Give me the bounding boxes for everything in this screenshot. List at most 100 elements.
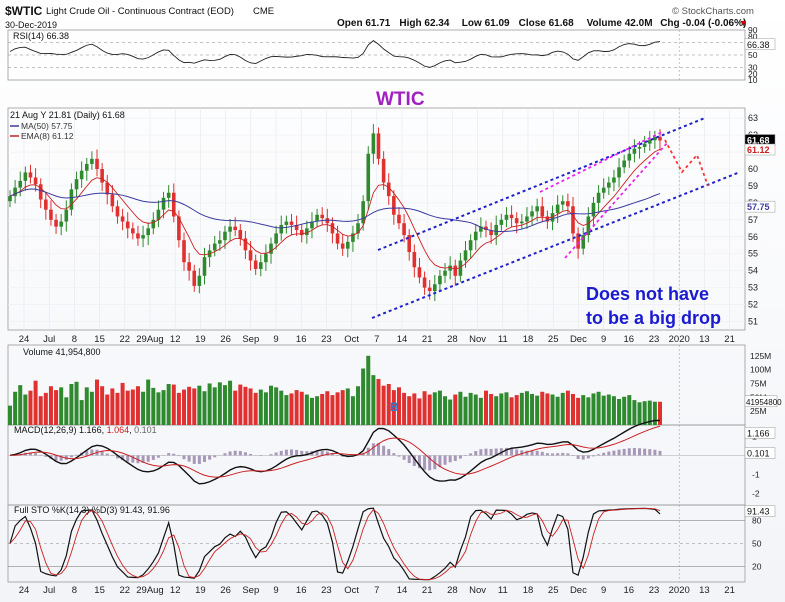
price-tick-label: 63 — [748, 113, 758, 123]
rsi-label: RSI(14) 66.38 — [13, 31, 69, 41]
volume-bar — [23, 394, 28, 425]
macd-histogram-bar — [126, 455, 130, 462]
macd-histogram-bar — [121, 455, 125, 461]
sto-tick-label: 20 — [752, 562, 762, 572]
macd-histogram-bar — [341, 455, 345, 457]
volume-bar — [269, 385, 274, 425]
x-tick-label-bottom: 29Aug — [136, 585, 163, 596]
volume-bar — [432, 392, 437, 425]
candle-body — [576, 233, 580, 249]
volume-bar — [161, 390, 166, 425]
volume-bar — [284, 395, 289, 425]
macd-histogram-bar — [407, 455, 411, 464]
rsi-panel — [8, 40, 745, 68]
macd-histogram-bar — [141, 455, 145, 463]
macd-histogram-bar — [617, 449, 621, 456]
volume-bar — [100, 386, 105, 425]
candle-body — [351, 233, 355, 242]
price-tag-box — [744, 143, 776, 156]
macd-histogram-bar — [540, 451, 544, 456]
macd-label-value: 1.166 — [79, 425, 102, 435]
candle-body — [115, 206, 120, 217]
volume-bar — [647, 400, 652, 425]
x-tick-label-top: 25 — [548, 334, 559, 345]
x-tick-label-top: 7 — [374, 334, 379, 345]
volume-bar — [125, 390, 130, 425]
candle-body — [438, 275, 442, 285]
candle-body — [274, 233, 278, 244]
candle-body — [386, 182, 391, 197]
volume-bar — [18, 385, 23, 425]
x-tick-label-bottom: 16 — [624, 585, 635, 596]
macd-histogram-bar — [597, 454, 601, 456]
volume-bar — [43, 392, 48, 425]
volume-bar — [412, 393, 417, 425]
stochastic-panel — [8, 507, 745, 581]
axes: 24 24 Jul Jul 8 8 15 15 22 22 29Aug 29Aug 12 12 19 19 26… — [19, 25, 782, 596]
candle-body — [49, 209, 53, 220]
volume-bar — [652, 401, 657, 425]
volume-bar — [611, 396, 616, 425]
wedge-lower-line — [564, 141, 669, 259]
macd-tag-box — [744, 447, 776, 459]
candle-body — [514, 218, 519, 224]
volume-bar — [371, 375, 376, 425]
candle-body — [504, 214, 509, 220]
x-tick-label-top: Nov — [469, 334, 486, 345]
volume-bar — [28, 390, 33, 425]
price-tick-label: 60 — [748, 164, 758, 174]
price-tag-label: 61.68 — [747, 136, 770, 146]
x-tick-label-bottom: 25 — [548, 585, 559, 596]
candle-body — [8, 196, 12, 202]
candle-body — [151, 219, 156, 229]
macd-histogram-bar — [504, 447, 508, 456]
candle-body — [581, 235, 586, 249]
x-tick-label-bottom: 28 — [447, 585, 458, 596]
x-tick-label-top: 12 — [170, 334, 181, 345]
quote-row: Open 61.71 High 62.34 Low 61.09 Close 61.68… — [337, 18, 748, 29]
macd-tag-box — [744, 427, 776, 439]
macd-tag-label: 1.166 — [747, 428, 770, 438]
x-tick-label-top: 28 — [447, 334, 458, 345]
macd-histogram-bar — [510, 448, 514, 456]
volume-bar — [258, 389, 263, 425]
volume-bar — [535, 395, 540, 425]
volume-tick-label: 75M — [750, 378, 767, 388]
volume-bar — [8, 405, 12, 425]
candle-body — [637, 146, 642, 149]
macd-histogram-bar — [330, 453, 334, 456]
volume-bar — [586, 397, 591, 425]
volume-bar — [504, 392, 509, 425]
candle-body — [23, 172, 28, 181]
volume-bar — [171, 384, 176, 425]
rsi-tick-label: 80 — [748, 31, 758, 41]
macd-histogram-bar — [213, 455, 217, 458]
macd-histogram-bar — [464, 455, 468, 456]
macd-histogram-bar — [269, 454, 273, 456]
candle-body — [305, 228, 309, 236]
volume-bar — [243, 386, 248, 425]
quote-low: Low 61.09 — [462, 18, 510, 29]
x-tick-label-top: Sep — [242, 334, 259, 345]
candle-body — [18, 180, 23, 188]
candle-body — [264, 253, 268, 263]
macd-histogram-bar — [525, 450, 529, 456]
volume-bar — [391, 390, 396, 425]
volume-bar — [514, 395, 519, 425]
price-tick-label: 59 — [748, 181, 758, 191]
candle-body — [192, 270, 197, 286]
candle-body — [632, 148, 637, 154]
x-tick-label-bottom: 16 — [296, 585, 307, 596]
macd-histogram-bar — [484, 448, 488, 456]
candle-body — [330, 223, 335, 234]
candle-body — [540, 206, 545, 217]
candle-body — [366, 153, 371, 202]
x-tick-label-bottom: 15 — [94, 585, 105, 596]
volume-bar — [560, 392, 565, 425]
macd-histogram-bar — [243, 452, 247, 456]
x-tick-label-bottom: 21 — [422, 585, 433, 596]
candle-body — [601, 187, 606, 193]
macd-histogram-bar — [474, 450, 478, 456]
macd-histogram-bar — [581, 455, 585, 460]
candle-body — [146, 228, 150, 236]
